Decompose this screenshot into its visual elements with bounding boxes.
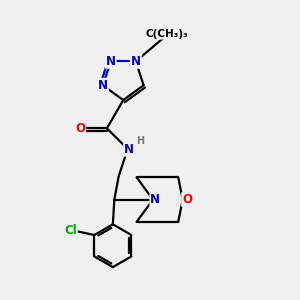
Text: O: O (75, 122, 85, 135)
Text: N: N (131, 55, 141, 68)
Text: N: N (124, 142, 134, 156)
Text: N: N (98, 79, 108, 92)
Text: C(CH₃)₃: C(CH₃)₃ (146, 29, 188, 39)
Text: N: N (150, 193, 160, 206)
Text: O: O (182, 193, 192, 206)
Text: Cl: Cl (64, 224, 77, 237)
Text: N: N (106, 55, 116, 68)
Text: H: H (136, 136, 144, 146)
